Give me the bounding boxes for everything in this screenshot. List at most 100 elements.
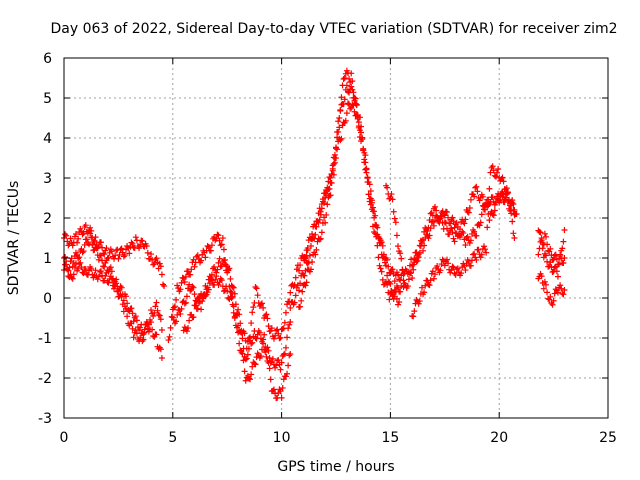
data-point <box>252 284 259 291</box>
data-point <box>108 276 115 283</box>
data-point <box>535 251 542 258</box>
y-tick-label: 3 <box>43 171 52 187</box>
data-point <box>547 293 554 300</box>
data-point <box>70 271 77 278</box>
data-point <box>362 152 369 159</box>
data-point <box>409 275 416 282</box>
data-point <box>409 262 416 269</box>
data-point <box>275 330 282 337</box>
data-point <box>454 233 461 240</box>
data-point <box>101 263 108 270</box>
data-point <box>161 283 168 289</box>
data-point <box>257 353 264 360</box>
data-point <box>362 166 369 173</box>
data-point <box>239 335 246 342</box>
data-point <box>150 261 157 268</box>
data-point <box>269 355 276 362</box>
grid-lines <box>64 58 608 418</box>
data-point <box>226 265 233 272</box>
data-point <box>324 201 331 208</box>
data-point <box>408 256 415 263</box>
data-point <box>458 270 465 277</box>
data-point <box>302 255 309 262</box>
data-point <box>190 284 197 291</box>
data-point <box>411 308 418 315</box>
data-point <box>395 243 402 250</box>
x-tick-label: 0 <box>60 430 69 446</box>
data-point <box>374 224 381 231</box>
data-point <box>237 328 244 335</box>
data-point <box>492 199 499 206</box>
data-point <box>128 305 135 312</box>
data-point <box>350 102 357 109</box>
data-point <box>355 124 362 131</box>
data-point <box>467 237 474 244</box>
data-point <box>118 284 125 291</box>
data-point <box>265 323 272 330</box>
data-point <box>105 279 112 286</box>
data-point <box>133 317 140 324</box>
data-point <box>451 238 458 245</box>
data-point <box>198 257 205 264</box>
data-point <box>284 334 291 341</box>
data-point <box>287 289 294 296</box>
data-point <box>220 246 227 253</box>
data-point <box>282 309 289 316</box>
data-point <box>124 313 131 320</box>
data-point <box>367 187 374 194</box>
data-point <box>449 214 456 221</box>
y-tick-label: 2 <box>43 211 52 227</box>
data-point <box>89 242 96 249</box>
data-point <box>182 273 189 280</box>
data-point <box>489 211 496 218</box>
data-point <box>64 266 71 273</box>
x-tick-label: 25 <box>599 430 617 446</box>
data-point <box>389 196 396 203</box>
data-point <box>205 244 212 251</box>
data-point <box>410 313 417 320</box>
data-point <box>254 292 261 299</box>
data-point <box>441 262 448 269</box>
data-point <box>145 321 152 328</box>
data-point <box>91 237 98 244</box>
data-point <box>378 268 385 275</box>
data-point <box>229 283 236 290</box>
data-point <box>467 196 474 203</box>
data-point <box>398 255 405 262</box>
data-point <box>549 257 556 264</box>
data-point <box>74 239 81 246</box>
data-point <box>230 284 237 291</box>
data-point <box>266 365 273 372</box>
data-point <box>150 313 157 320</box>
data-point <box>338 135 345 142</box>
data-point <box>387 280 394 287</box>
data-point <box>157 346 164 353</box>
data-point <box>342 117 349 124</box>
data-point <box>552 251 559 258</box>
data-point <box>507 207 514 214</box>
data-point <box>156 312 163 319</box>
data-point <box>200 295 207 302</box>
data-point <box>87 230 94 237</box>
data-point <box>462 267 469 274</box>
data-point <box>182 299 189 306</box>
data-point <box>224 288 231 295</box>
data-point <box>95 256 102 263</box>
data-point <box>248 320 255 327</box>
data-point <box>395 284 402 291</box>
data-point <box>449 263 456 270</box>
data-point <box>245 345 252 352</box>
y-tick-labels: -3 -2 -1 0 1 2 3 4 5 6 <box>38 51 52 427</box>
data-point <box>102 273 109 280</box>
data-point <box>455 232 462 239</box>
data-point <box>348 70 355 77</box>
data-point <box>281 319 288 326</box>
data-point <box>201 292 208 299</box>
data-point <box>472 184 479 191</box>
data-point <box>485 202 492 209</box>
data-point <box>561 227 568 233</box>
data-point <box>241 330 248 337</box>
data-point <box>413 258 420 265</box>
x-tick-label: 20 <box>490 430 508 446</box>
data-point <box>554 289 561 296</box>
